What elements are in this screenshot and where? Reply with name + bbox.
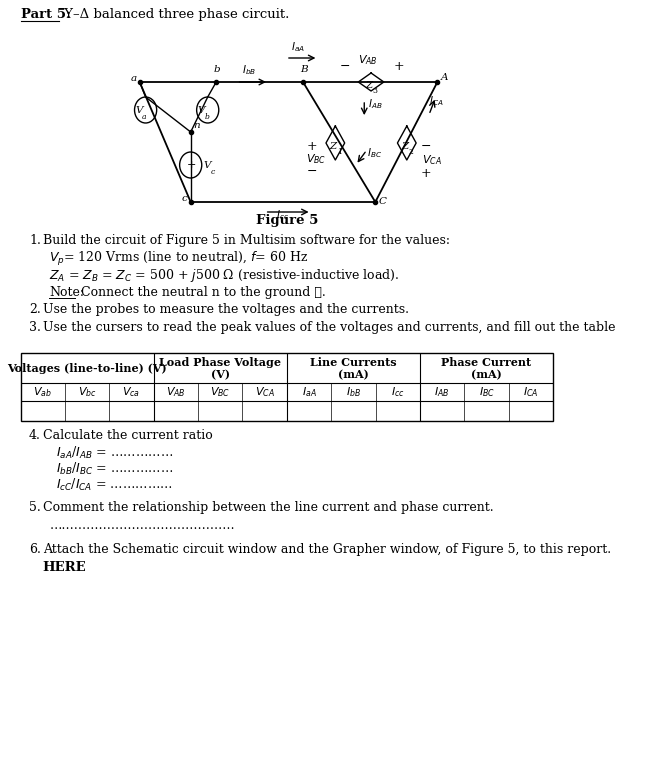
Text: −: − bbox=[307, 165, 317, 178]
Text: 1.: 1. bbox=[29, 234, 41, 247]
Text: 2: 2 bbox=[408, 148, 413, 156]
Text: $I_{cC}$/$I_{CA}$ = ……………: $I_{cC}$/$I_{CA}$ = …………… bbox=[56, 477, 173, 493]
Text: Voltages (line-to-line) (V): Voltages (line-to-line) (V) bbox=[7, 363, 167, 373]
Text: a: a bbox=[142, 113, 147, 121]
Text: $V_p$= 120 Vrms (line to neutral), $f$= 60 Hz: $V_p$= 120 Vrms (line to neutral), $f$= … bbox=[50, 250, 308, 268]
Text: Build the circuit of Figure 5 in Multisim software for the values:: Build the circuit of Figure 5 in Multisi… bbox=[42, 234, 449, 247]
Text: 5.: 5. bbox=[29, 501, 41, 514]
Text: $I_{bB}$: $I_{bB}$ bbox=[346, 385, 361, 399]
Text: 3.: 3. bbox=[29, 321, 41, 334]
Text: Y–Δ balanced three phase circuit.: Y–Δ balanced three phase circuit. bbox=[60, 8, 289, 21]
Text: $V_{BC}$: $V_{BC}$ bbox=[307, 152, 327, 165]
Text: $I_{bB}$: $I_{bB}$ bbox=[242, 63, 256, 77]
Text: (V): (V) bbox=[211, 370, 230, 380]
Bar bbox=[21, 353, 553, 421]
Text: a: a bbox=[130, 74, 136, 83]
Text: $I_{bB}$/$I_{BC}$ = ……………: $I_{bB}$/$I_{BC}$ = …………… bbox=[56, 461, 173, 477]
Text: Line Currents: Line Currents bbox=[310, 357, 397, 369]
Text: Part 5:: Part 5: bbox=[21, 8, 71, 21]
Text: $I_{aA}$/$I_{AB}$ = ……………: $I_{aA}$/$I_{AB}$ = …………… bbox=[56, 445, 173, 461]
Text: −: − bbox=[420, 140, 431, 153]
Text: 4.: 4. bbox=[29, 429, 41, 442]
Text: B: B bbox=[301, 65, 308, 74]
Text: $V_{CA}$: $V_{CA}$ bbox=[422, 153, 442, 167]
Text: Connect the neutral n to the ground ⏚.: Connect the neutral n to the ground ⏚. bbox=[77, 286, 326, 299]
Text: $Z_A$ = $Z_B$ = $Z_C$ = 500 + $j$500 Ω (resistive-inductive load).: $Z_A$ = $Z_B$ = $Z_C$ = 500 + $j$500 Ω (… bbox=[50, 267, 400, 284]
Text: 3: 3 bbox=[373, 87, 378, 95]
Text: $I_{cc}$: $I_{cc}$ bbox=[391, 385, 404, 399]
Text: $V_{AB}$: $V_{AB}$ bbox=[166, 385, 186, 399]
Text: $I_{AB}$: $I_{AB}$ bbox=[434, 385, 450, 399]
Text: $V_{AB}$: $V_{AB}$ bbox=[358, 53, 378, 67]
Text: V: V bbox=[136, 106, 143, 115]
Text: Z: Z bbox=[330, 142, 336, 151]
Text: Figure 5: Figure 5 bbox=[256, 214, 318, 227]
Text: $V_{ab}$: $V_{ab}$ bbox=[33, 385, 52, 399]
Text: Calculate the current ratio: Calculate the current ratio bbox=[42, 429, 213, 442]
Text: c: c bbox=[211, 168, 214, 176]
Text: $I_{cc}$: $I_{cc}$ bbox=[276, 208, 289, 222]
Text: $V_{ca}$: $V_{ca}$ bbox=[122, 385, 140, 399]
Text: (mA): (mA) bbox=[338, 370, 369, 380]
Text: HERE: HERE bbox=[42, 561, 86, 574]
Text: Note:: Note: bbox=[50, 286, 85, 299]
Text: $V_{CA}$: $V_{CA}$ bbox=[255, 385, 275, 399]
Text: −: − bbox=[340, 60, 350, 73]
Text: $I_{AB}$: $I_{AB}$ bbox=[367, 97, 382, 111]
Text: Load Phase Voltage: Load Phase Voltage bbox=[160, 357, 281, 369]
Text: Phase Current: Phase Current bbox=[442, 357, 532, 369]
Text: 1: 1 bbox=[337, 148, 342, 156]
Text: (mA): (mA) bbox=[471, 370, 502, 380]
Text: V: V bbox=[197, 106, 205, 115]
Text: Z: Z bbox=[365, 81, 372, 90]
Text: $I_{BC}$: $I_{BC}$ bbox=[367, 146, 382, 160]
Text: A: A bbox=[441, 73, 448, 82]
Text: b: b bbox=[205, 113, 209, 121]
Text: $I_{aA}$: $I_{aA}$ bbox=[291, 40, 305, 54]
Text: $I_{BC}$: $I_{BC}$ bbox=[479, 385, 495, 399]
Text: +: + bbox=[420, 167, 431, 180]
Text: 2.: 2. bbox=[29, 303, 41, 316]
Text: Use the probes to measure the voltages and the currents.: Use the probes to measure the voltages a… bbox=[42, 303, 408, 316]
Text: n: n bbox=[193, 121, 200, 130]
Text: +: + bbox=[187, 160, 196, 170]
Text: +: + bbox=[307, 140, 317, 153]
Text: b: b bbox=[214, 65, 220, 74]
Text: Attach the Schematic circuit window and the Grapher window, of Figure 5, to this: Attach the Schematic circuit window and … bbox=[42, 543, 611, 556]
Text: c: c bbox=[181, 194, 187, 203]
Text: $V_{BC}$: $V_{BC}$ bbox=[210, 385, 230, 399]
Text: $I_{CA}$: $I_{CA}$ bbox=[523, 385, 539, 399]
Text: $I_{CA}$: $I_{CA}$ bbox=[429, 94, 444, 108]
Text: Z: Z bbox=[401, 142, 408, 151]
Text: C: C bbox=[379, 197, 387, 206]
Text: $V_{bc}$: $V_{bc}$ bbox=[77, 385, 97, 399]
Text: Comment the relationship between the line current and phase current.: Comment the relationship between the lin… bbox=[42, 501, 493, 514]
Text: V: V bbox=[203, 161, 211, 170]
Text: $I_{aA}$: $I_{aA}$ bbox=[302, 385, 316, 399]
Text: +: + bbox=[393, 60, 404, 73]
Text: 6.: 6. bbox=[29, 543, 41, 556]
Text: ………………………………………: ……………………………………… bbox=[50, 519, 235, 532]
Text: Use the cursers to read the peak values of the voltages and currents, and fill o: Use the cursers to read the peak values … bbox=[42, 321, 615, 334]
